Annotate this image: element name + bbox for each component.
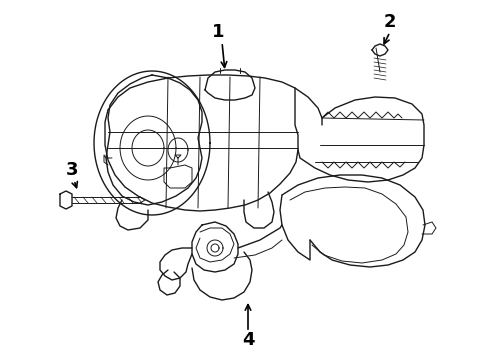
Text: 3: 3 [66, 161, 78, 179]
Text: 4: 4 [242, 331, 254, 349]
Text: 1: 1 [212, 23, 224, 41]
Text: 2: 2 [384, 13, 396, 31]
